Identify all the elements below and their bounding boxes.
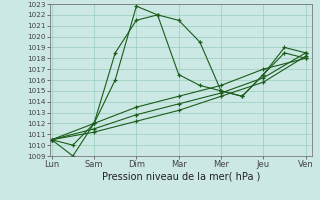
X-axis label: Pression niveau de la mer( hPa ): Pression niveau de la mer( hPa ) <box>102 172 260 182</box>
